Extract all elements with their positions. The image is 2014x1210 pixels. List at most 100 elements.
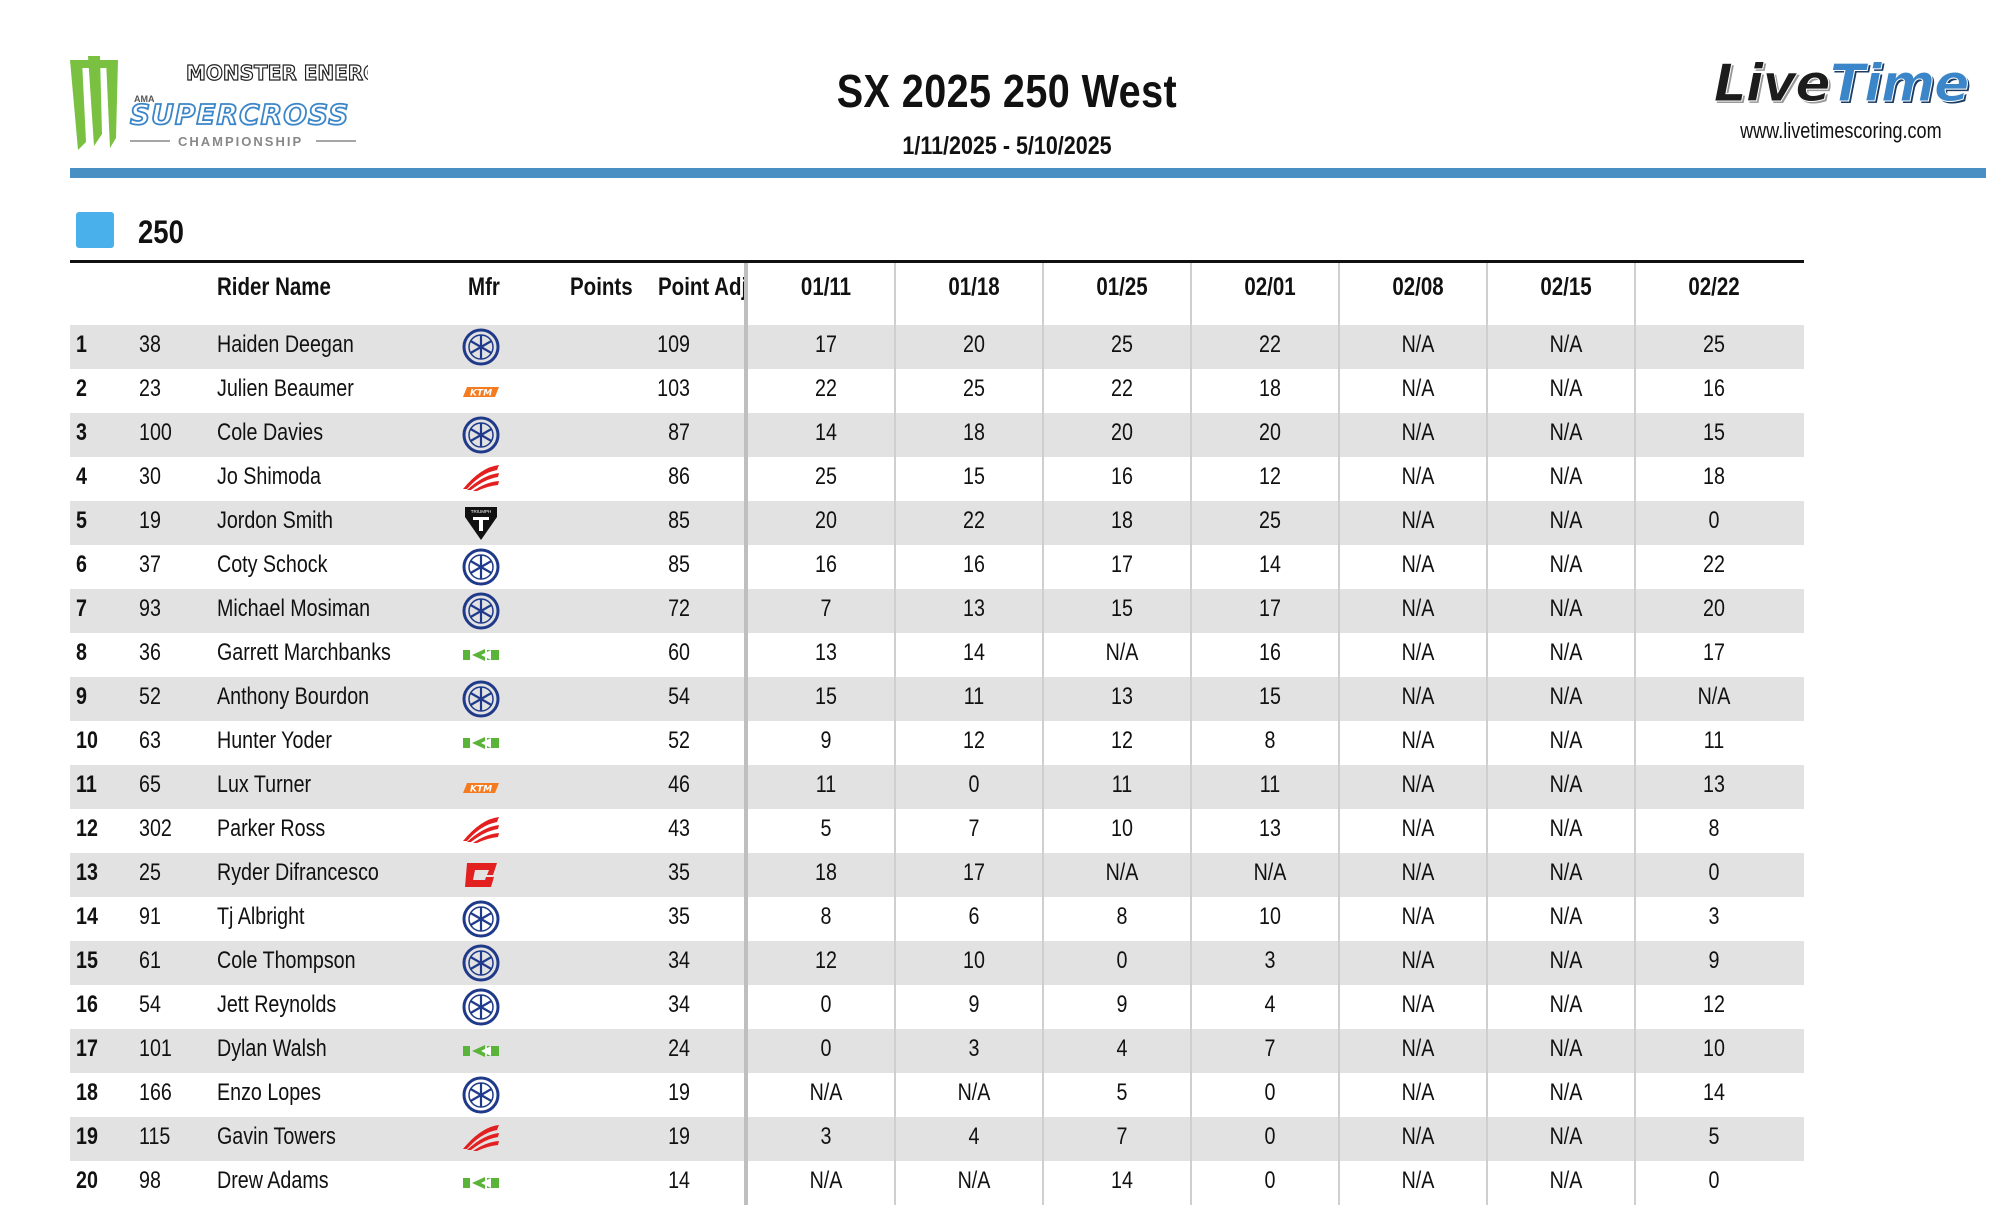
column-divider <box>1486 1161 1488 1205</box>
yamaha-icon <box>461 679 501 719</box>
race-result-cell: 18 <box>963 419 985 446</box>
rider-name-cell: Cole Thompson <box>217 947 356 974</box>
column-divider <box>744 413 748 457</box>
race-result-cell: 11 <box>1259 771 1281 798</box>
race-result-cell: 25 <box>815 463 837 490</box>
position-cell: 4 <box>76 463 87 490</box>
column-divider <box>1634 263 1636 325</box>
points-cell: 60 <box>668 639 690 666</box>
points-cell: 52 <box>668 727 690 754</box>
race-result-cell: 9 <box>1116 991 1128 1018</box>
class-color-swatch <box>76 212 114 248</box>
column-divider <box>1486 897 1488 941</box>
rider-name-cell: Coty Schock <box>217 551 328 578</box>
column-divider <box>1486 765 1488 809</box>
svg-text:SUPERCROSS: SUPERCROSS <box>130 98 349 131</box>
column-divider <box>1190 589 1192 633</box>
column-divider <box>1042 589 1044 633</box>
position-cell: 1 <box>76 331 87 358</box>
position-cell: 6 <box>76 551 87 578</box>
race-result-cell: 13 <box>1703 771 1725 798</box>
column-divider <box>894 263 896 325</box>
race-result-cell: N/A <box>1401 595 1435 622</box>
svg-text:TRIUMPH: TRIUMPH <box>471 509 492 514</box>
column-divider <box>1190 263 1192 325</box>
position-cell: 18 <box>76 1079 98 1106</box>
race-result-cell: N/A <box>1401 1079 1435 1106</box>
column-divider <box>744 941 748 985</box>
rider-name-cell: Jett Reynolds <box>217 991 337 1018</box>
column-divider <box>1190 765 1192 809</box>
points-cell: 72 <box>668 595 690 622</box>
column-divider <box>1190 1161 1192 1205</box>
rider-name-cell: Tj Albright <box>217 903 305 930</box>
table-row: 19 115 Gavin Towers 19 3 4 7 0 N/A N/A 5 <box>70 1117 1804 1161</box>
column-divider <box>1042 1161 1044 1205</box>
race-result-cell: 12 <box>1111 727 1133 754</box>
column-divider <box>894 897 896 941</box>
race-result-cell: 11 <box>815 771 837 798</box>
race-result-cell: N/A <box>1549 1035 1583 1062</box>
column-divider <box>1634 501 1636 545</box>
svg-text:KTM: KTM <box>470 785 492 795</box>
column-divider <box>1190 369 1192 413</box>
svg-text:KTM: KTM <box>470 389 492 399</box>
race-result-cell: 25 <box>963 375 985 402</box>
column-divider <box>744 809 748 853</box>
race-result-cell: 20 <box>1111 419 1133 446</box>
column-divider <box>1190 721 1192 765</box>
rider-number-cell: 23 <box>139 375 161 402</box>
race-result-cell: 20 <box>963 331 985 358</box>
column-divider <box>1338 633 1340 677</box>
race-result-cell: N/A <box>1697 683 1731 710</box>
column-divider <box>1338 325 1340 369</box>
column-divider <box>1042 633 1044 677</box>
race-result-cell: 3 <box>1264 947 1276 974</box>
race-result-cell: 17 <box>1703 639 1725 666</box>
race-result-cell: 10 <box>1703 1035 1725 1062</box>
race-result-cell: 4 <box>968 1123 980 1150</box>
monster-wordmark: MONSTER ENERGY <box>186 61 368 85</box>
race-result-cell: N/A <box>1549 331 1583 358</box>
column-divider <box>1338 809 1340 853</box>
yamaha-icon <box>461 899 501 939</box>
column-divider <box>1486 1117 1488 1161</box>
race-result-cell: N/A <box>1549 947 1583 974</box>
rider-name-cell: Lux Turner <box>217 771 312 798</box>
column-divider <box>1190 897 1192 941</box>
column-divider <box>1486 589 1488 633</box>
col-race-01-11: 01/11 <box>800 273 852 301</box>
table-row: 2 23 Julien Beaumer KTM 103 22 25 22 18 N/A N/A 16 <box>70 369 1804 413</box>
rider-name-cell: Hunter Yoder <box>217 727 332 754</box>
honda-icon <box>461 459 501 499</box>
column-divider <box>1634 765 1636 809</box>
column-divider <box>1486 853 1488 897</box>
column-divider <box>1042 413 1044 457</box>
points-cell: 19 <box>668 1079 690 1106</box>
column-divider <box>894 457 896 501</box>
position-cell: 16 <box>76 991 98 1018</box>
race-result-cell: 14 <box>1259 551 1281 578</box>
column-divider <box>744 1161 748 1205</box>
column-divider <box>1190 1073 1192 1117</box>
column-divider <box>1634 1161 1636 1205</box>
column-divider <box>1634 941 1636 985</box>
column-divider <box>1338 677 1340 721</box>
race-result-cell: 16 <box>1259 639 1281 666</box>
column-divider <box>1190 1117 1192 1161</box>
race-result-cell: 5 <box>1708 1123 1720 1150</box>
column-divider <box>1634 545 1636 589</box>
column-divider <box>1634 369 1636 413</box>
ktm-icon: KTM <box>461 767 501 807</box>
column-divider <box>744 325 748 369</box>
position-cell: 13 <box>76 859 98 886</box>
column-divider <box>1190 1029 1192 1073</box>
race-result-cell: 14 <box>1703 1079 1725 1106</box>
column-divider <box>1042 677 1044 721</box>
table-row: 16 54 Jett Reynolds 34 0 9 9 4 N/A N/A 12 <box>70 985 1804 1029</box>
position-cell: 14 <box>76 903 98 930</box>
livetime-logo: LiveTime www.livetimescoring.com <box>1713 54 1970 144</box>
position-cell: 20 <box>76 1167 98 1194</box>
race-result-cell: 13 <box>1111 683 1133 710</box>
points-cell: 54 <box>668 683 690 710</box>
